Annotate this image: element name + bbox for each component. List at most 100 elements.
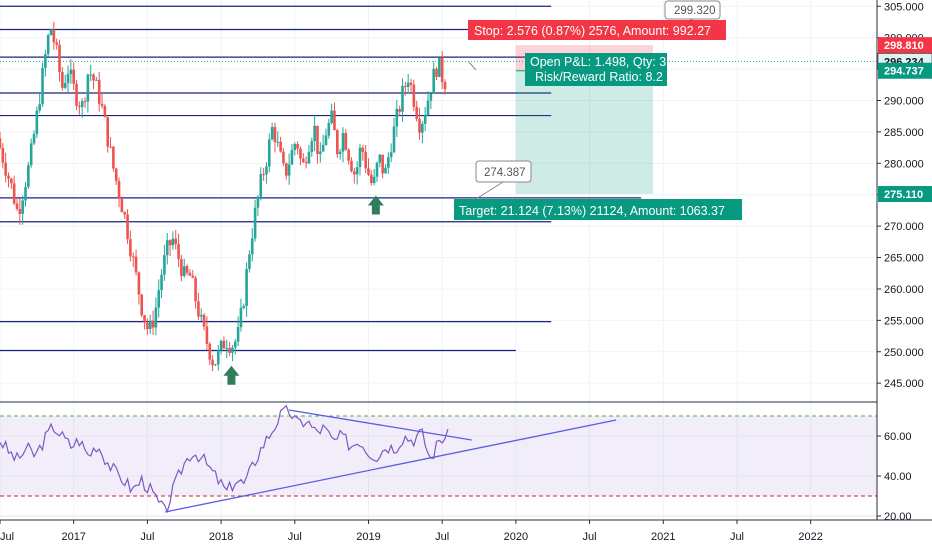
candle-body [270, 127, 274, 140]
candle-body [259, 174, 263, 197]
time-tick-label: 2018 [209, 531, 233, 543]
candle-body [32, 134, 36, 144]
candle-body [114, 168, 118, 181]
candle-body [63, 83, 67, 88]
candle-body [435, 68, 438, 77]
candle-body [423, 114, 427, 124]
candle-body [398, 109, 401, 112]
candle-body [273, 127, 277, 143]
candle-body [38, 104, 41, 111]
candle-body [282, 151, 285, 164]
candlestick-series [0, 21, 447, 372]
candle-body [341, 133, 345, 152]
candle-body [182, 266, 186, 276]
candle-body [100, 103, 104, 106]
candle-body [443, 82, 447, 90]
candle-body [233, 341, 237, 348]
candle-body [316, 125, 319, 155]
callout-labels: 299.320 274.387 [475, 0, 721, 183]
candle-body [378, 154, 382, 163]
candle-body [41, 67, 44, 105]
candle-body [287, 164, 291, 176]
up-arrow-marker [223, 365, 240, 385]
time-tick-label: Jul [435, 531, 449, 543]
callout-high: 299.320 [674, 5, 716, 17]
candle-body [415, 106, 418, 119]
candle-body [185, 266, 189, 273]
candle-body [279, 141, 282, 152]
stop-label-box [468, 20, 726, 40]
callout-low: 274.387 [484, 167, 526, 179]
candle-body [438, 57, 441, 77]
candle-body [106, 117, 110, 147]
rsi-tick-label: 60.00 [884, 431, 912, 443]
candle-body [174, 238, 178, 244]
candle-body [58, 44, 61, 73]
candle-body [120, 198, 124, 213]
up-arrow-marker [367, 195, 384, 215]
candle-body [154, 307, 158, 328]
pnl-label-box [525, 53, 667, 86]
candle-body [406, 82, 410, 87]
candle-body [12, 183, 16, 204]
candle-body [324, 135, 328, 145]
price-badge: 275.110 [884, 189, 923, 201]
candle-body [89, 74, 93, 76]
callout-pointer-entry [467, 60, 477, 71]
candle-body [180, 259, 183, 276]
candle-body [35, 110, 39, 135]
time-tick-label: Jul [583, 531, 597, 543]
candle-body [333, 110, 336, 131]
candle-body [165, 240, 169, 256]
candle-body [304, 162, 308, 164]
candle-body [381, 154, 384, 174]
candle-body [109, 146, 112, 148]
candle-body [72, 69, 75, 84]
candle-body [265, 166, 268, 175]
candle-body [421, 123, 424, 133]
candle-body [69, 69, 73, 75]
candle-body [242, 305, 246, 308]
time-tick-label: 2021 [651, 531, 675, 543]
candle-body [355, 167, 359, 175]
candle-body [267, 139, 271, 167]
candle-body [46, 35, 50, 55]
candle-body [44, 54, 47, 68]
candle-body [208, 343, 212, 360]
candle-body [301, 158, 305, 163]
candle-body [10, 178, 13, 184]
rsi-trendline [164, 419, 617, 513]
candle-body [83, 101, 87, 103]
time-tick-label: Jul [288, 531, 302, 543]
candle-body [168, 240, 172, 246]
target-label-box [454, 199, 742, 220]
candle-body [134, 256, 138, 273]
callout-box-low [475, 160, 532, 183]
candle-body [392, 126, 396, 153]
candle-body [361, 147, 365, 152]
candle-body [418, 118, 421, 133]
candle-body [188, 272, 192, 276]
candle-body [61, 72, 64, 88]
candle-body [78, 105, 81, 107]
candle-body [290, 150, 294, 165]
candle-body [239, 307, 243, 328]
time-tick-label: Jul [0, 531, 14, 543]
target-label: Target: 21.124 (7.13%) 21124, Amount: 10… [459, 204, 725, 218]
candle-body [216, 350, 220, 365]
candle-body [225, 347, 229, 349]
candle-body [205, 326, 209, 344]
candle-body [412, 84, 416, 107]
candle-body [364, 151, 367, 169]
candle-body [7, 175, 10, 179]
position-labels: Stop: 2.576 (0.87%) 2576, Amount: 992.27… [454, 20, 742, 220]
candle-body [429, 93, 433, 101]
candle-body [236, 327, 240, 342]
price-tick-label: 280.000 [884, 158, 924, 170]
candle-body [49, 29, 53, 36]
candle-body [214, 364, 217, 366]
candle-body [97, 79, 101, 104]
